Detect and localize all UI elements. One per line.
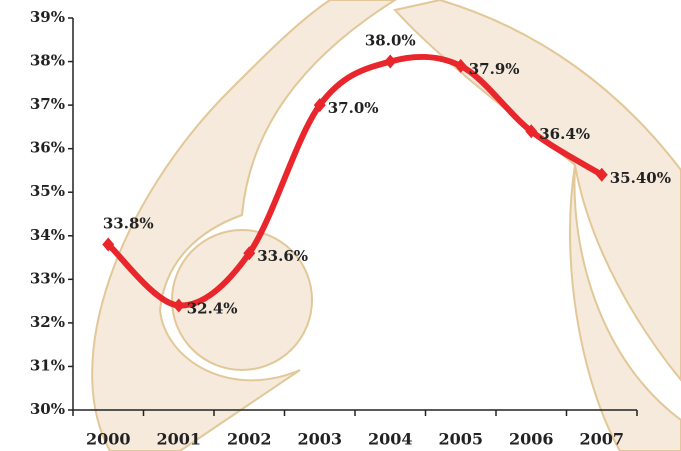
value-label: 37.0% [328, 99, 379, 117]
value-label: 32.4% [187, 299, 238, 317]
x-tick-label: 2007 [579, 430, 624, 449]
background-decoration [92, 0, 681, 451]
value-label: 35.40% [610, 169, 671, 187]
y-tick-label: 33% [30, 269, 65, 287]
y-tick-label: 38% [30, 52, 65, 70]
value-label: 33.6% [257, 247, 308, 265]
value-label: 37.9% [469, 60, 520, 78]
x-tick-label: 2002 [227, 430, 272, 449]
y-tick-label: 36% [30, 139, 65, 157]
x-tick-label: 2006 [509, 430, 554, 449]
y-tick-label: 39% [30, 8, 65, 26]
y-tick-label: 31% [30, 356, 65, 374]
x-tick-label: 2000 [86, 430, 131, 449]
y-tick-label: 35% [30, 182, 65, 200]
x-tick-label: 2003 [297, 430, 342, 449]
y-tick-label: 37% [30, 95, 65, 113]
x-tick-label: 2001 [156, 430, 201, 449]
x-tick-label: 2005 [438, 430, 483, 449]
value-label: 36.4% [539, 125, 590, 143]
marker [384, 55, 396, 69]
y-tick-label: 32% [30, 313, 65, 331]
value-label: 33.8% [103, 214, 154, 232]
x-tick-label: 2004 [368, 430, 413, 449]
chart: 30% 31% 32% 33% 34% 35% 36% 37% 38% 39% 2000 2001 20… [0, 0, 681, 451]
y-tick-label: 34% [30, 226, 65, 244]
value-label: 38.0% [365, 32, 416, 50]
y-tick-label: 30% [30, 400, 65, 418]
